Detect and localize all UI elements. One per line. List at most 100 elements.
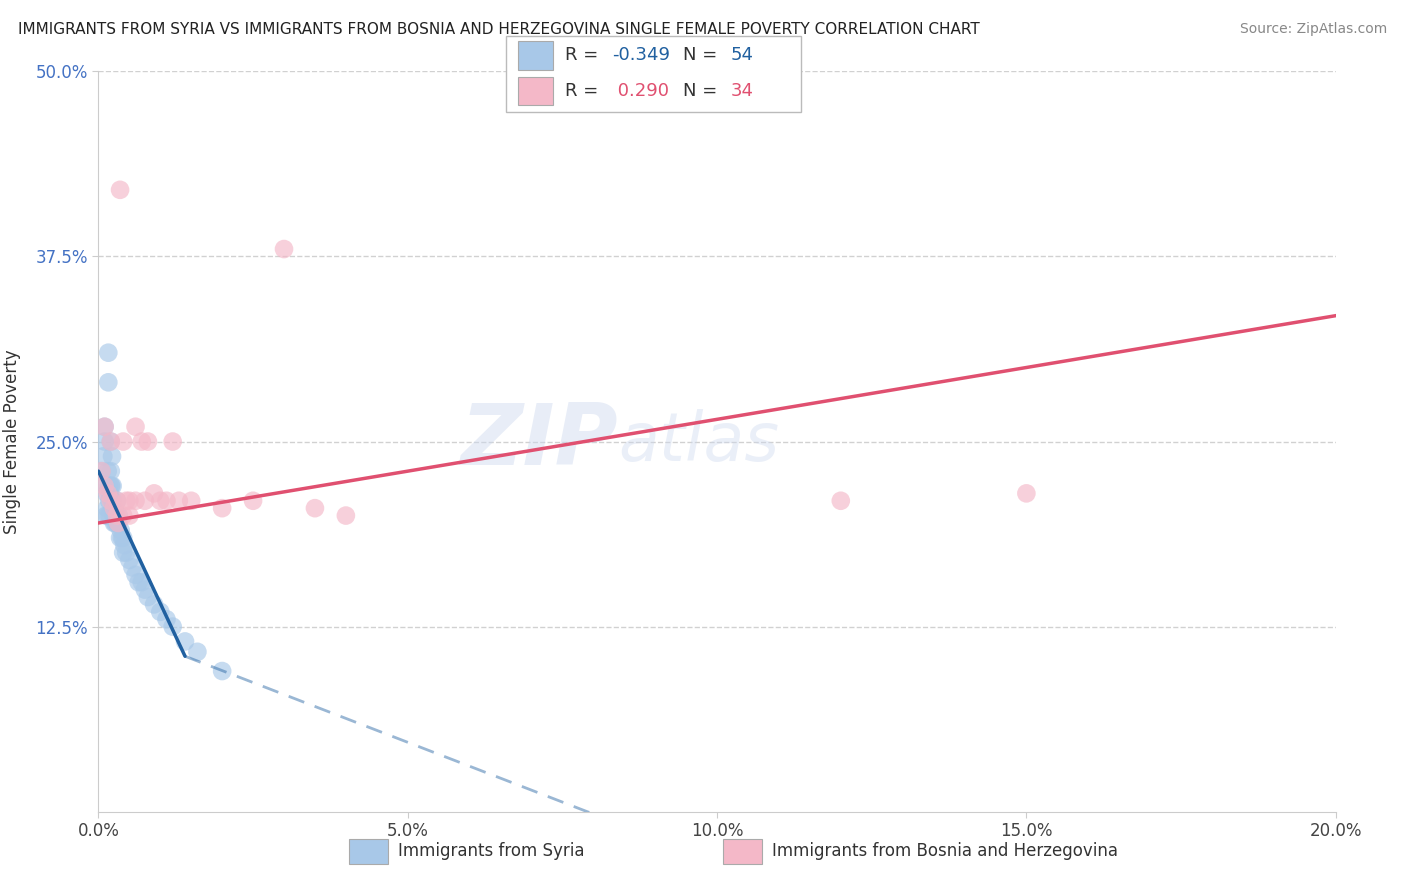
- Point: [112, 546, 135, 560]
- Point: [108, 183, 131, 197]
- Point: [335, 508, 357, 523]
- Point: [131, 575, 153, 590]
- Point: [111, 531, 134, 545]
- Point: [149, 605, 172, 619]
- Point: [98, 486, 121, 500]
- Point: [100, 493, 122, 508]
- Point: [100, 434, 122, 449]
- Text: N =: N =: [683, 82, 723, 100]
- Text: Source: ZipAtlas.com: Source: ZipAtlas.com: [1240, 22, 1388, 37]
- Point: [118, 493, 141, 508]
- Point: [90, 464, 112, 478]
- Point: [112, 538, 135, 552]
- Point: [143, 486, 166, 500]
- Point: [103, 508, 125, 523]
- Point: [1015, 486, 1038, 500]
- Point: [186, 645, 208, 659]
- FancyBboxPatch shape: [517, 77, 554, 105]
- Point: [104, 508, 127, 523]
- Point: [101, 493, 124, 508]
- Point: [134, 582, 156, 597]
- FancyBboxPatch shape: [517, 41, 554, 70]
- Point: [180, 493, 202, 508]
- FancyBboxPatch shape: [723, 838, 762, 863]
- Point: [143, 598, 166, 612]
- Point: [103, 501, 125, 516]
- Point: [97, 508, 120, 523]
- Point: [167, 493, 190, 508]
- Y-axis label: Single Female Poverty: Single Female Poverty: [3, 350, 21, 533]
- Point: [90, 464, 112, 478]
- Point: [174, 634, 197, 648]
- Point: [112, 531, 135, 545]
- Point: [97, 345, 120, 359]
- Point: [134, 493, 156, 508]
- Point: [97, 493, 120, 508]
- Point: [121, 560, 143, 574]
- Point: [97, 486, 120, 500]
- Text: 34: 34: [731, 82, 754, 100]
- Point: [112, 434, 135, 449]
- Point: [94, 508, 117, 523]
- Point: [108, 508, 131, 523]
- Text: 0.290: 0.290: [613, 82, 669, 100]
- Text: Immigrants from Syria: Immigrants from Syria: [398, 842, 585, 861]
- Point: [97, 464, 120, 478]
- Text: N =: N =: [683, 46, 723, 64]
- Point: [105, 516, 128, 530]
- Point: [211, 501, 233, 516]
- Point: [100, 479, 122, 493]
- Point: [100, 464, 122, 478]
- Point: [93, 450, 115, 464]
- Point: [105, 493, 128, 508]
- Text: atlas: atlas: [619, 409, 779, 475]
- Point: [155, 612, 177, 626]
- Point: [105, 493, 128, 508]
- Point: [97, 376, 120, 390]
- Point: [115, 493, 138, 508]
- Point: [103, 516, 125, 530]
- Point: [242, 493, 264, 508]
- Point: [118, 553, 141, 567]
- Point: [112, 508, 135, 523]
- Point: [273, 242, 295, 256]
- Point: [107, 516, 129, 530]
- Text: -0.349: -0.349: [613, 46, 671, 64]
- Point: [93, 419, 115, 434]
- Text: ZIP: ZIP: [460, 400, 619, 483]
- Point: [101, 450, 124, 464]
- Point: [211, 664, 233, 678]
- Point: [96, 486, 118, 500]
- Point: [830, 493, 852, 508]
- FancyBboxPatch shape: [506, 36, 801, 112]
- Text: R =: R =: [565, 82, 605, 100]
- Point: [136, 590, 159, 604]
- Text: IMMIGRANTS FROM SYRIA VS IMMIGRANTS FROM BOSNIA AND HERZEGOVINA SINGLE FEMALE PO: IMMIGRANTS FROM SYRIA VS IMMIGRANTS FROM…: [18, 22, 980, 37]
- Text: Immigrants from Bosnia and Herzegovina: Immigrants from Bosnia and Herzegovina: [772, 842, 1118, 861]
- Point: [93, 479, 115, 493]
- Point: [124, 419, 146, 434]
- Point: [100, 479, 122, 493]
- Point: [94, 479, 117, 493]
- Text: 54: 54: [731, 46, 754, 64]
- Point: [155, 493, 177, 508]
- Point: [128, 575, 150, 590]
- Point: [103, 493, 125, 508]
- Point: [105, 508, 128, 523]
- Point: [93, 419, 115, 434]
- Point: [100, 434, 122, 449]
- Point: [101, 479, 124, 493]
- Point: [108, 531, 131, 545]
- Point: [98, 508, 121, 523]
- Point: [104, 516, 127, 530]
- Point: [96, 501, 118, 516]
- Point: [97, 479, 120, 493]
- Point: [162, 434, 184, 449]
- Point: [115, 546, 138, 560]
- Point: [118, 508, 141, 523]
- Point: [131, 434, 153, 449]
- Point: [136, 434, 159, 449]
- Point: [107, 516, 129, 530]
- Point: [124, 493, 146, 508]
- Point: [110, 524, 132, 538]
